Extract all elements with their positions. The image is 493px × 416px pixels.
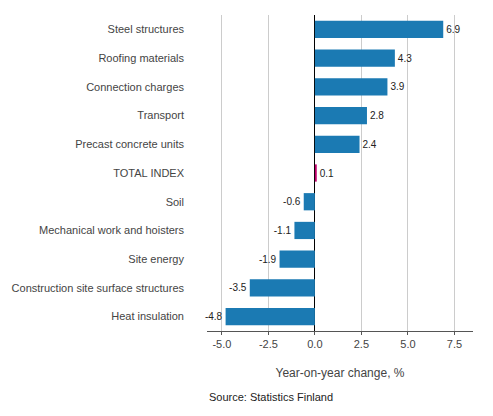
svg-text:Steel structures: Steel structures (108, 23, 185, 35)
svg-text:-3.5: -3.5 (229, 282, 247, 293)
svg-text:Transport: Transport (137, 109, 184, 121)
svg-text:6.9: 6.9 (446, 24, 460, 35)
svg-text:Connection charges: Connection charges (86, 81, 184, 93)
svg-text:Precast concrete units: Precast concrete units (75, 138, 184, 150)
svg-text:-2.5: -2.5 (259, 338, 278, 350)
svg-text:-4.8: -4.8 (205, 311, 223, 322)
svg-text:0.0: 0.0 (307, 338, 322, 350)
svg-text:-1.9: -1.9 (259, 254, 277, 265)
svg-text:-0.6: -0.6 (283, 196, 301, 207)
svg-text:-1.1: -1.1 (274, 225, 292, 236)
svg-text:7.5: 7.5 (447, 338, 462, 350)
svg-text:5.0: 5.0 (400, 338, 415, 350)
svg-text:4.3: 4.3 (398, 53, 412, 64)
svg-text:0.1: 0.1 (320, 168, 334, 179)
svg-text:Construction site surface stru: Construction site surface structures (12, 282, 185, 294)
svg-text:3.9: 3.9 (390, 81, 404, 92)
svg-text:-5.0: -5.0 (212, 338, 231, 350)
svg-text:2.4: 2.4 (363, 139, 377, 150)
svg-text:Source: Statistics Finland: Source: Statistics Finland (209, 391, 333, 403)
svg-text:TOTAL INDEX: TOTAL INDEX (113, 167, 184, 179)
svg-text:Roofing materials: Roofing materials (98, 52, 184, 64)
svg-text:2.5: 2.5 (354, 338, 369, 350)
svg-text:Heat insulation: Heat insulation (111, 310, 184, 322)
svg-text:Site energy: Site energy (128, 253, 184, 265)
svg-text:Soil: Soil (166, 196, 184, 208)
svg-text:2.8: 2.8 (370, 110, 384, 121)
svg-text:Year-on-year change, %: Year-on-year change, % (276, 366, 405, 380)
svg-text:Mechanical work and hoisters: Mechanical work and hoisters (39, 224, 184, 236)
